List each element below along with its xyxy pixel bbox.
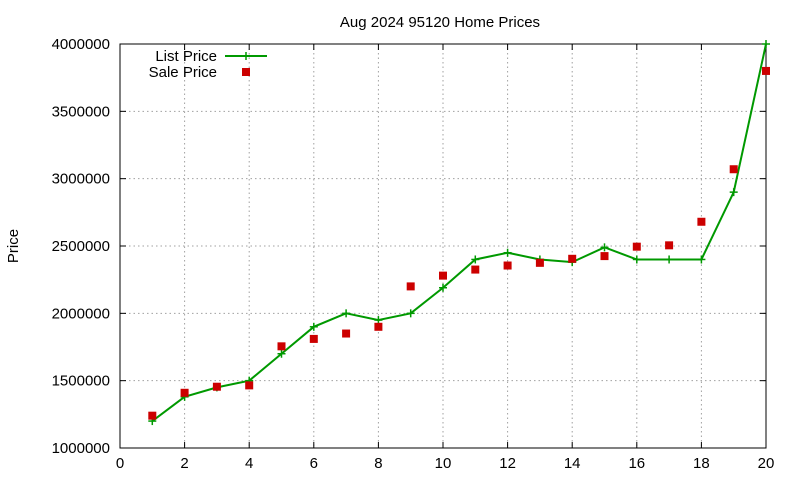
sale-price-point (665, 241, 674, 250)
legend-plus-swatch (242, 52, 250, 60)
series-1 (148, 66, 770, 420)
sale-price-point (632, 242, 641, 251)
list-price-point (503, 248, 512, 257)
x-tick-label: 18 (693, 455, 710, 472)
x-tick-label: 16 (628, 455, 645, 472)
x-tick-label: 14 (564, 455, 581, 472)
list-price-point (697, 255, 706, 264)
x-tick-label: 6 (310, 455, 318, 472)
list-price-point (600, 243, 609, 252)
list-price-point (729, 188, 738, 197)
sale-price-point (309, 334, 318, 343)
sale-price-point (245, 381, 254, 390)
x-tick-label: 12 (499, 455, 516, 472)
list-price-point (342, 309, 351, 318)
sale-price-point (568, 254, 577, 263)
sale-price-point (762, 66, 770, 75)
y-tick-label: 3000000 (52, 171, 110, 188)
list-price-point (406, 309, 415, 318)
sale-price-point (342, 329, 351, 338)
y-tick-label: 1000000 (52, 440, 110, 457)
y-axis-label: Price (5, 229, 22, 263)
x-tick-label: 8 (374, 455, 382, 472)
list-price-point (439, 283, 447, 292)
sale-price-point (600, 252, 609, 261)
x-tick-label: 2 (180, 455, 188, 472)
sale-price-point (212, 382, 221, 391)
sale-price-point (729, 165, 738, 174)
sale-price-point (277, 342, 286, 351)
sale-price-point (535, 258, 544, 267)
list-price-point (762, 40, 770, 48)
sale-price-point (471, 265, 480, 274)
y-tick-label: 2000000 (52, 305, 110, 322)
list-price-point (632, 255, 641, 264)
tick-labels: 0 2 4 6 8 10 12 14 16 18 20 1000000 1500000 2000000 25… (52, 36, 775, 472)
series-layer (148, 40, 770, 426)
list-price-point (309, 322, 318, 331)
sale-price-point (406, 282, 415, 291)
sale-price-point (148, 411, 157, 420)
legend-item-1: Sale Price (149, 64, 250, 81)
list-price-line (151, 43, 767, 422)
x-tick-label: 10 (435, 455, 452, 472)
x-tick-label: 4 (245, 455, 253, 472)
legend-item-0: List Price (155, 48, 267, 65)
y-tick-label: 3500000 (52, 103, 110, 120)
sale-price-point (374, 322, 383, 331)
y-tick-label: 4000000 (52, 36, 110, 53)
y-tick-label: 1500000 (52, 373, 110, 390)
list-price-point (277, 349, 286, 358)
legend-label: List Price (155, 48, 217, 65)
series-0 (148, 40, 770, 426)
legend-label: Sale Price (149, 64, 217, 81)
sale-price-point (439, 271, 447, 280)
x-tick-label: 0 (116, 455, 124, 472)
x-tick-label: 20 (758, 455, 775, 472)
list-price-point (471, 255, 480, 264)
sale-price-point (180, 388, 189, 397)
sale-price-point (697, 217, 706, 226)
legend-square-swatch (242, 68, 250, 76)
sale-price-point (503, 261, 512, 270)
y-tick-label: 2500000 (52, 238, 110, 255)
list-price-point (374, 316, 383, 325)
list-price-point (665, 255, 674, 264)
chart-title: Aug 2024 95120 Home Prices (340, 14, 540, 31)
